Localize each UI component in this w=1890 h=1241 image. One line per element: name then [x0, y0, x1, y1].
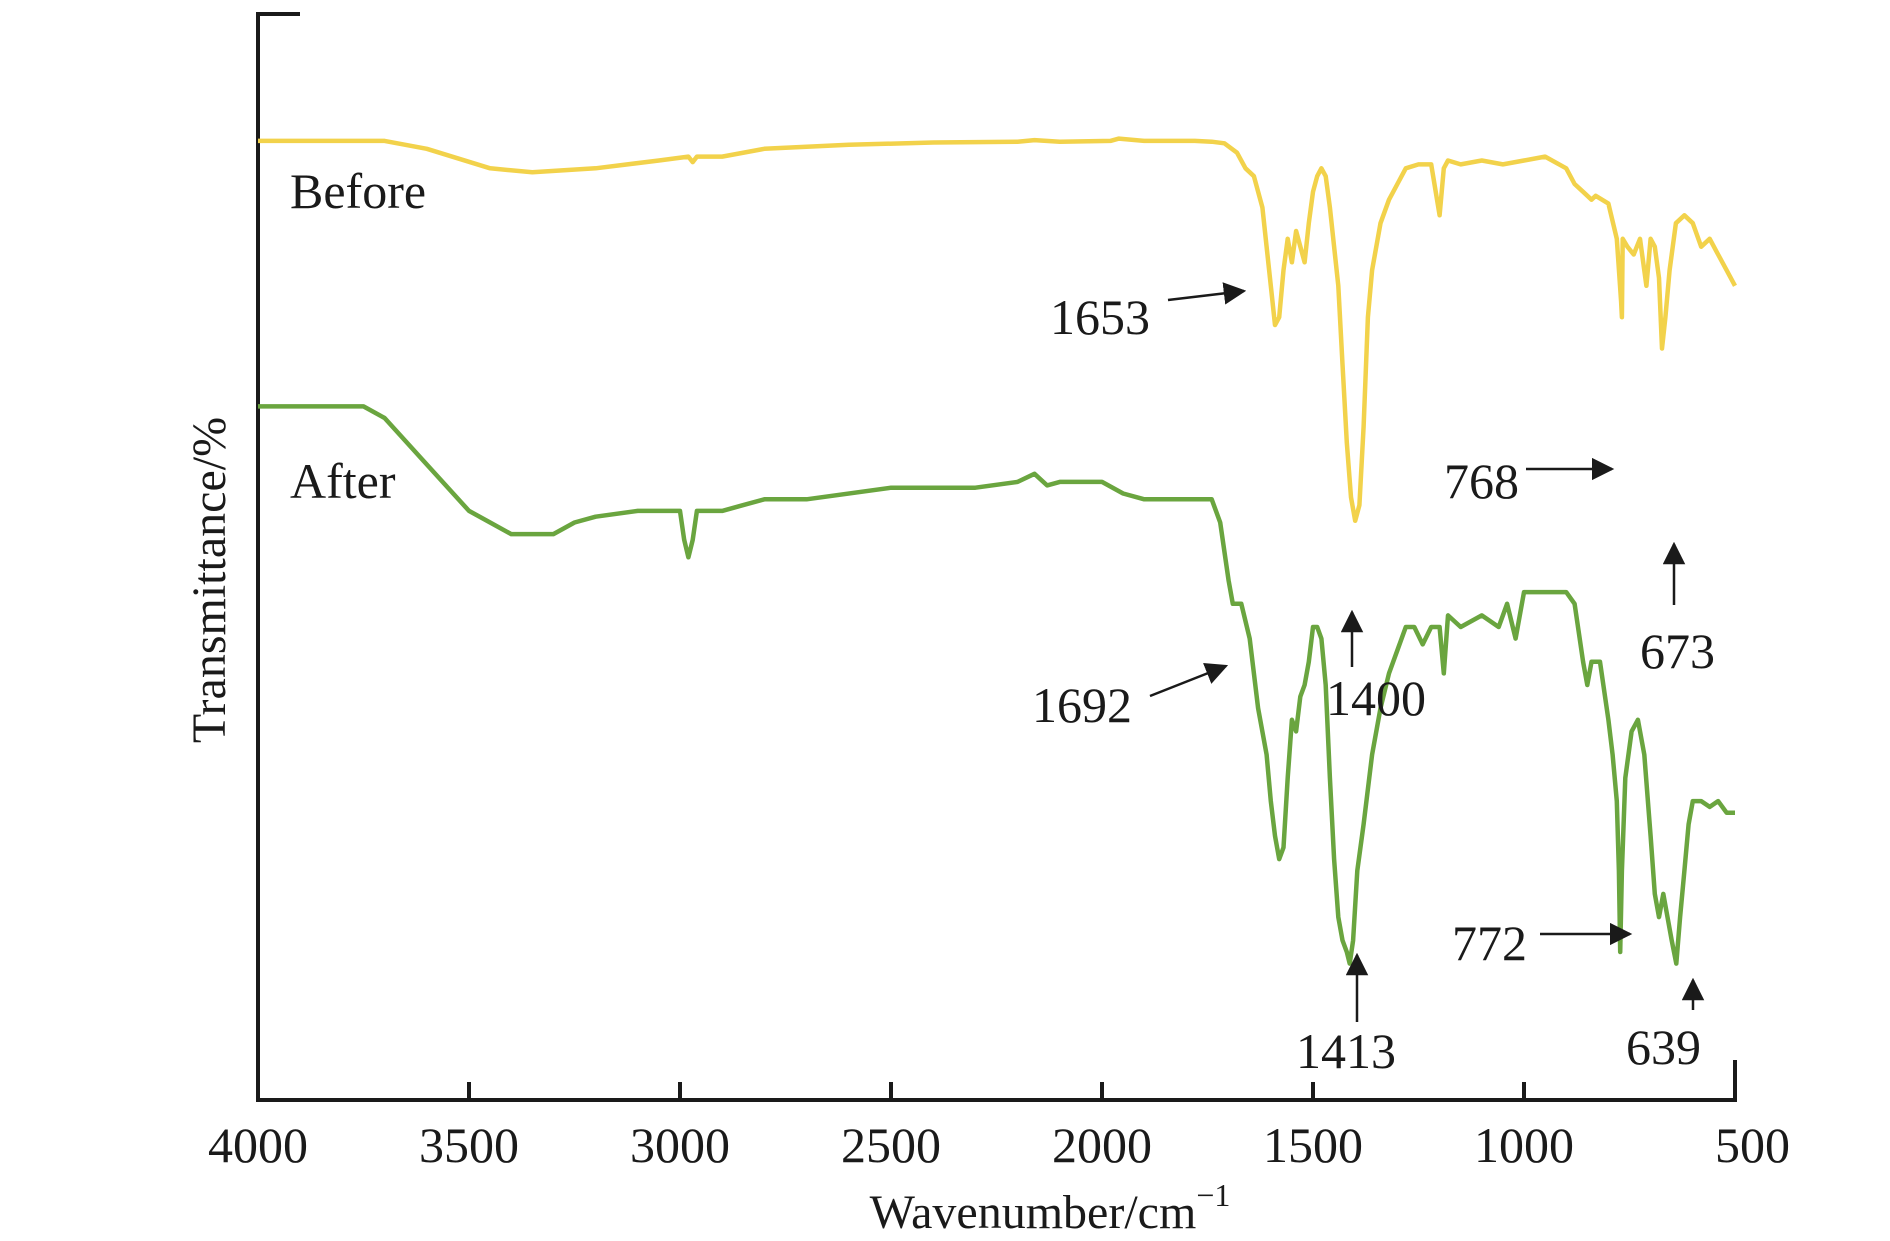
x-tick-label-1500: 1500 — [1263, 1117, 1363, 1173]
peak-label-1400: 1400 — [1326, 670, 1426, 726]
peak-arrow-1653 — [1167, 282, 1247, 305]
peak-label-772: 772 — [1452, 915, 1527, 971]
series-line-after — [258, 404, 1735, 966]
x-tick-label-2500: 2500 — [841, 1117, 941, 1173]
series-line-before — [258, 136, 1737, 524]
x-tick-label-1000: 1000 — [1474, 1117, 1574, 1173]
x-ticks — [256, 1082, 1737, 1100]
peak-arrows — [1149, 282, 1705, 1022]
x-tick-label-2000: 2000 — [1052, 1117, 1152, 1173]
x-tick-label-4000: 4000 — [208, 1117, 308, 1173]
peak-label-768: 768 — [1444, 453, 1519, 509]
x-tick-label-500: 500 — [1715, 1117, 1790, 1173]
peak-label-673: 673 — [1640, 623, 1715, 679]
peak-label-1692: 1692 — [1032, 677, 1132, 733]
x-tick-label-3000: 3000 — [630, 1117, 730, 1173]
y-axis-title: Transmittance/% — [183, 417, 236, 743]
series-label-after: After — [290, 453, 396, 509]
x-tick-label-3500: 3500 — [419, 1117, 519, 1173]
series-label-before: Before — [290, 163, 426, 219]
peak-label-1413: 1413 — [1296, 1023, 1396, 1079]
x-axis-title-text: Wavenumber/cm — [870, 1186, 1197, 1239]
peak-arrow-1692 — [1149, 662, 1229, 698]
x-tick-labels: 4000 3500 3000 2500 2000 1500 1000 500 — [208, 1117, 1790, 1173]
x-axis-title: Wavenumber/cm−1 — [870, 1177, 1231, 1239]
peak-label-639: 639 — [1626, 1019, 1701, 1075]
peak-label-1653: 1653 — [1050, 289, 1150, 345]
x-axis-title-superscript: −1 — [1196, 1177, 1230, 1213]
